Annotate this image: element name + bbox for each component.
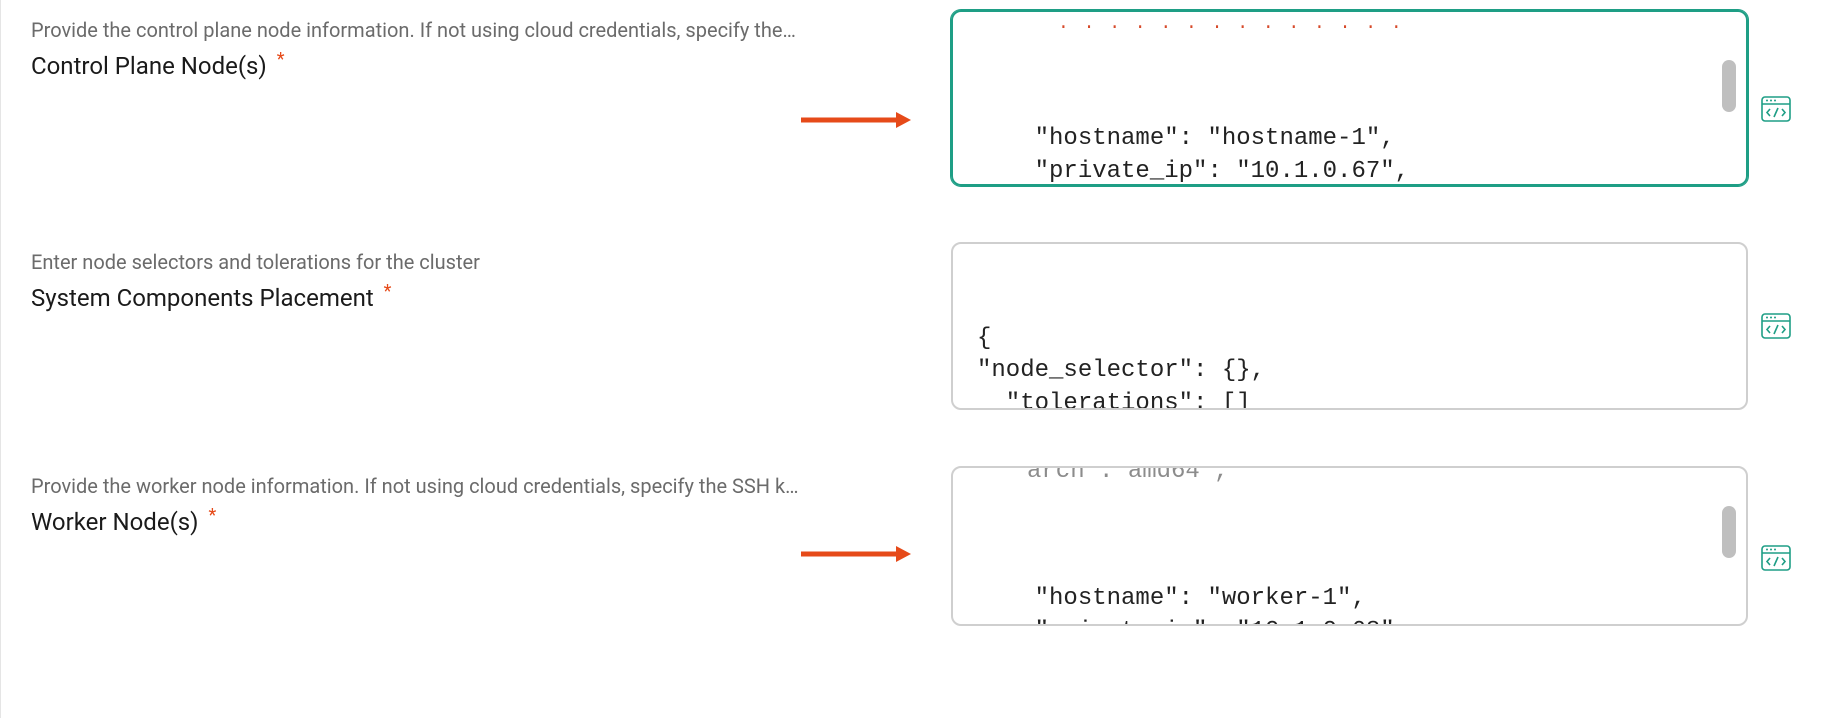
field-left-worker: Provide the worker node information. If … <box>31 466 951 538</box>
required-mark: * <box>208 505 216 526</box>
code-content: "hostname": "worker-1", "private_ip": "1… <box>977 583 1722 626</box>
field-label-text: Control Plane Node(s) <box>31 52 267 80</box>
code-content: "hostname": "hostname-1", "private_ip": … <box>977 123 1722 186</box>
field-left-system-components: Enter node selectors and tolerations for… <box>31 242 951 314</box>
form-page: Provide the control plane node informati… <box>0 0 1822 718</box>
helper-text: Enter node selectors and tolerations for… <box>31 248 931 276</box>
helper-text: Provide the worker node information. If … <box>31 472 931 500</box>
field-label-text: Worker Node(s) <box>31 508 199 536</box>
field-right-worker: arch : amd64 , "hostname": "worker-1", "… <box>951 466 1792 626</box>
annotation-arrow <box>801 544 911 564</box>
field-label: Control Plane Node(s) * <box>31 48 951 82</box>
scrollbar-thumb[interactable] <box>1722 506 1736 558</box>
field-right-system-components: { "node_selector": {}, "tolerations": []… <box>951 242 1792 410</box>
required-mark: * <box>277 49 285 70</box>
worker-code-input[interactable]: arch : amd64 , "hostname": "worker-1", "… <box>951 466 1748 626</box>
field-row-system-components: Enter node selectors and tolerations for… <box>31 242 1792 410</box>
field-right-control-plane: · · · · · · · · · · · · · · "hostname": … <box>951 10 1792 186</box>
field-label-text: System Components Placement <box>31 284 374 312</box>
code-editor-icon[interactable] <box>1760 95 1792 123</box>
spellcheck-underline: · · · · · · · · · · · · · · <box>1058 16 1404 40</box>
code-editor-icon[interactable] <box>1760 544 1792 572</box>
control-plane-code-input[interactable]: · · · · · · · · · · · · · · "hostname": … <box>951 10 1748 186</box>
field-row-control-plane: Provide the control plane node informati… <box>31 10 1792 186</box>
field-left-control-plane: Provide the control plane node informati… <box>31 10 951 82</box>
helper-text: Provide the control plane node informati… <box>31 16 931 44</box>
code-content: { "node_selector": {}, "tolerations": []… <box>977 323 1722 410</box>
scrollbar-thumb[interactable] <box>1722 60 1736 112</box>
field-label: Worker Node(s) * <box>31 504 951 538</box>
field-row-worker: Provide the worker node information. If … <box>31 466 1792 626</box>
annotation-arrow <box>801 110 911 130</box>
required-mark: * <box>384 281 392 302</box>
code-editor-icon[interactable] <box>1760 312 1792 340</box>
field-label: System Components Placement * <box>31 280 951 314</box>
system-components-code-input[interactable]: { "node_selector": {}, "tolerations": []… <box>951 242 1748 410</box>
overflow-hint: arch : amd64 , <box>1027 466 1229 488</box>
